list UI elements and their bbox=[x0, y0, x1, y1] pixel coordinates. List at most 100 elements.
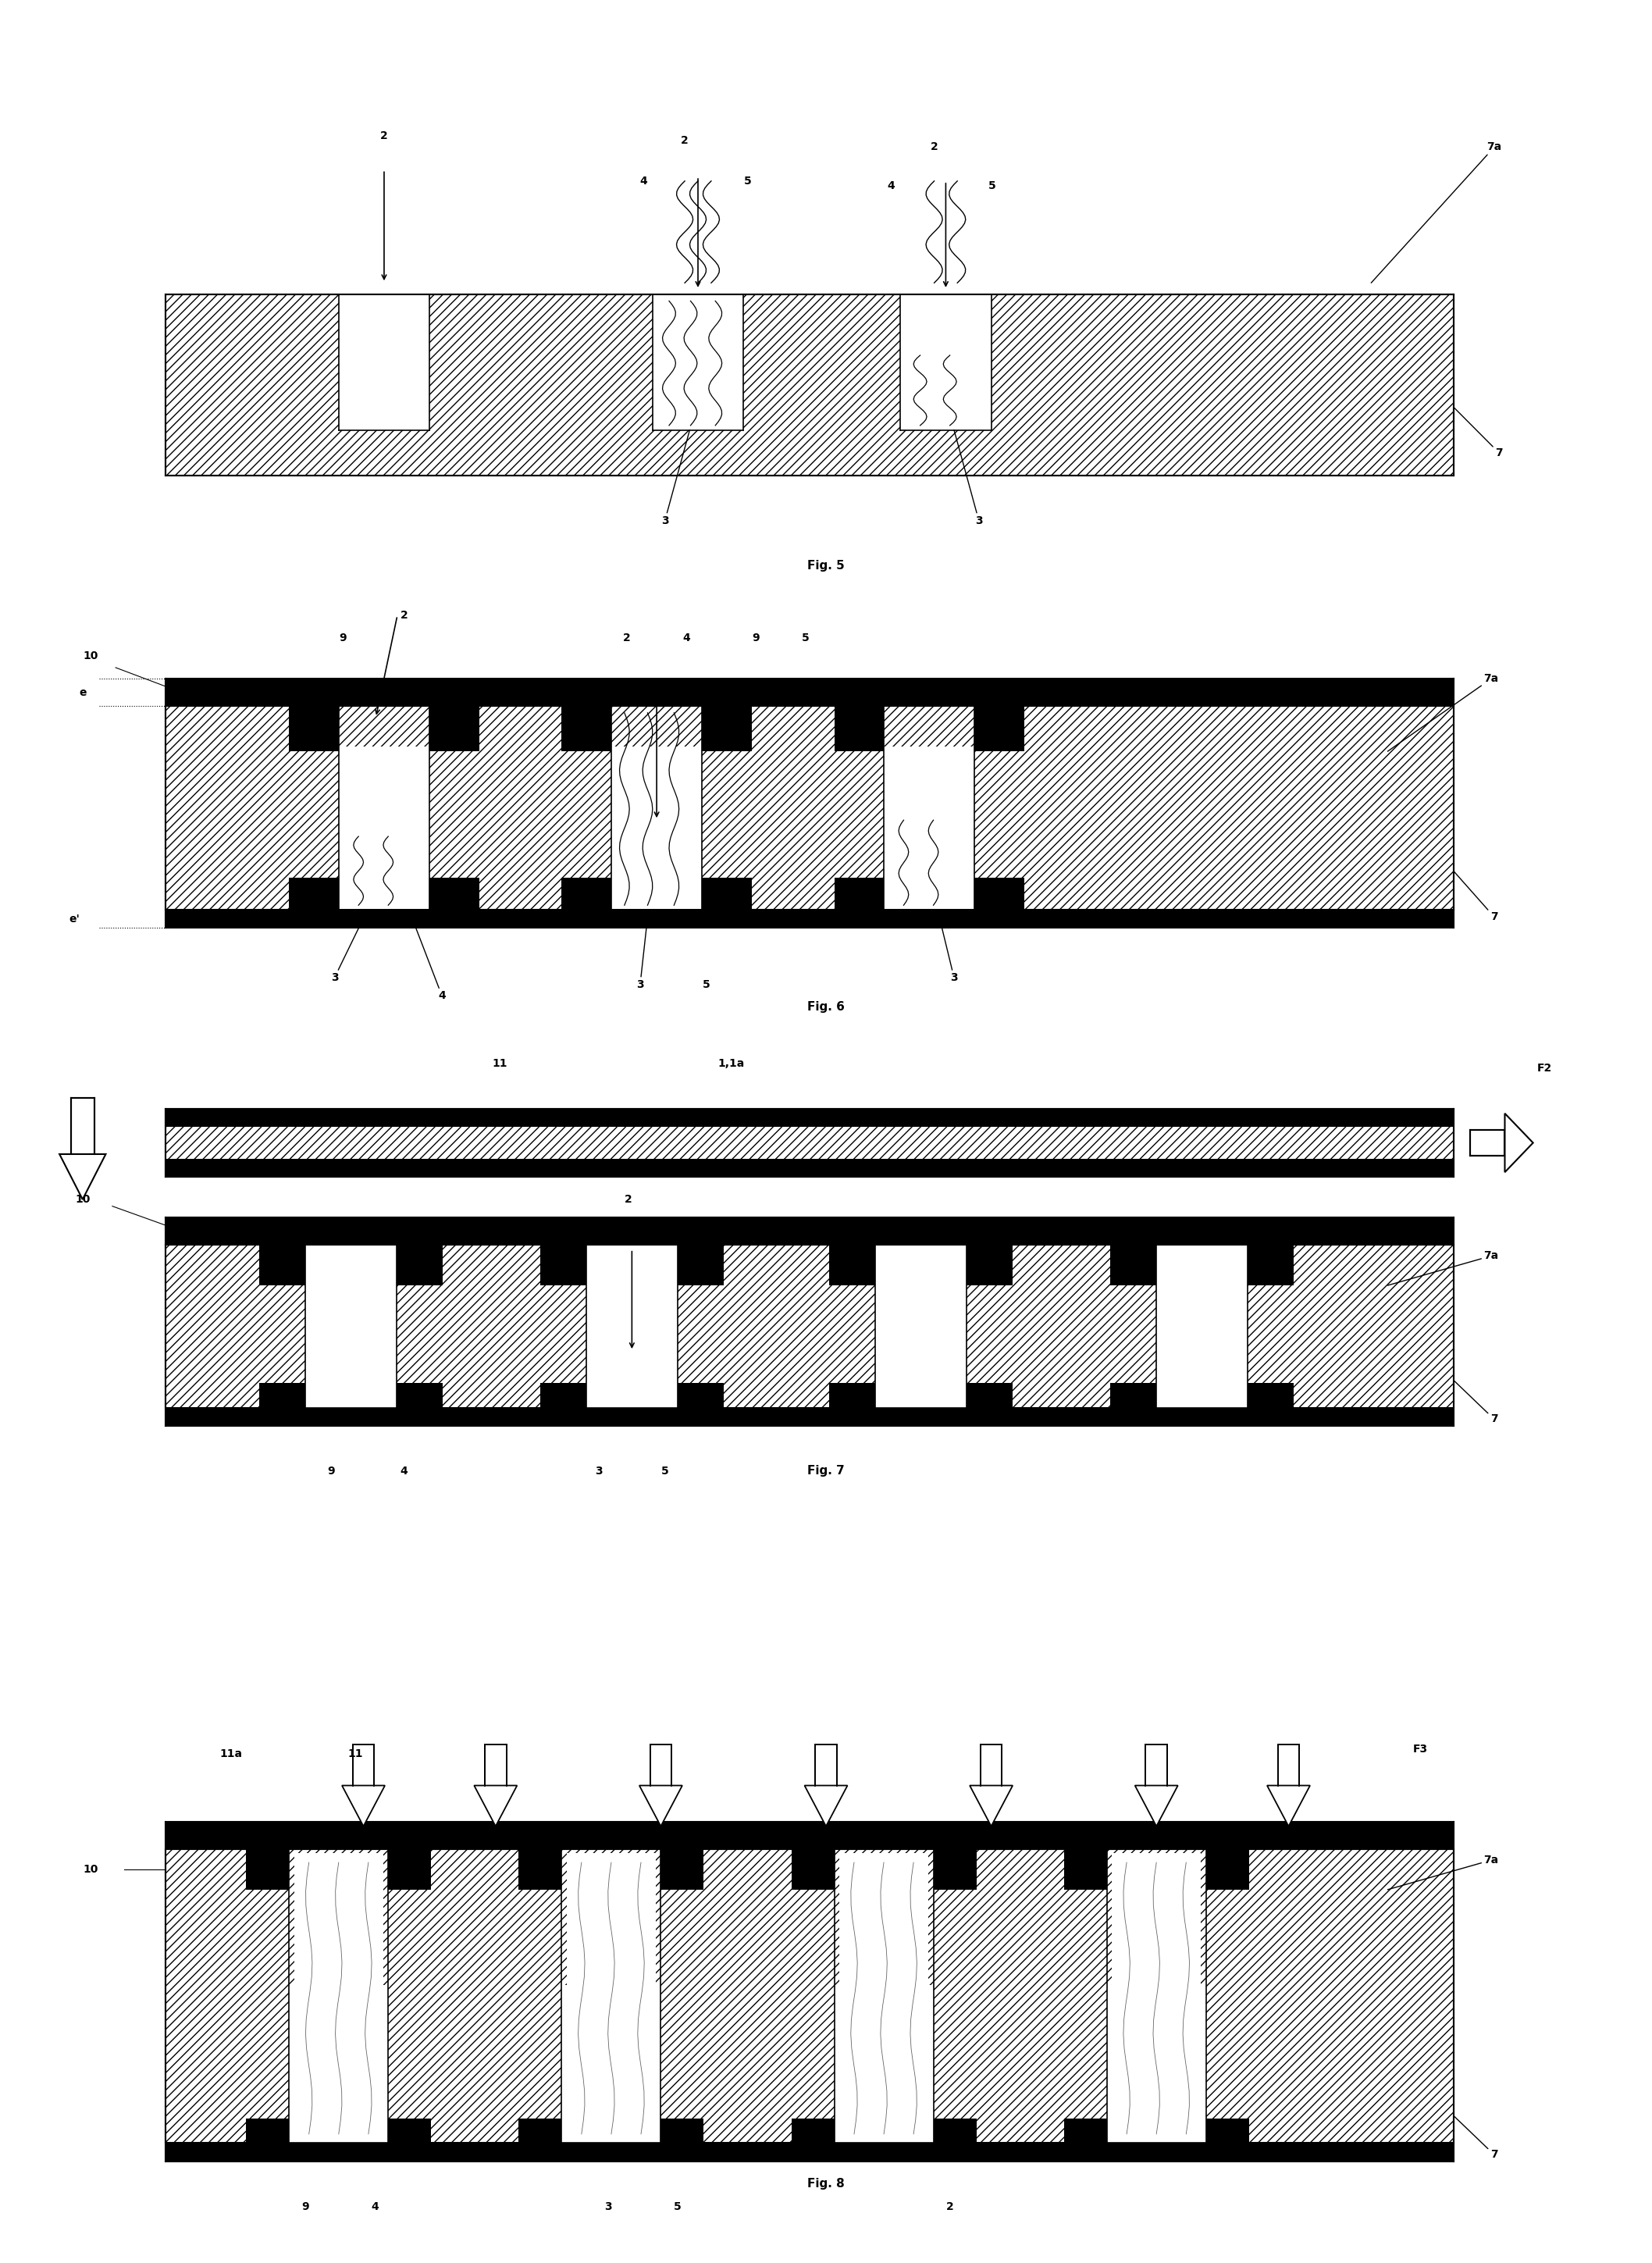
Bar bbox=[1112, 1853, 1201, 2136]
Bar bbox=[165, 1159, 1454, 1177]
Text: 9: 9 bbox=[752, 634, 760, 643]
Bar bbox=[259, 1245, 306, 1285]
Bar bbox=[388, 1849, 431, 1890]
Polygon shape bbox=[639, 1786, 682, 1826]
Bar bbox=[246, 1849, 289, 1890]
Text: 5: 5 bbox=[743, 177, 752, 186]
Text: F2: F2 bbox=[1536, 1064, 1553, 1073]
Text: e: e bbox=[79, 688, 86, 697]
Bar bbox=[1064, 2118, 1107, 2143]
Bar bbox=[791, 2118, 834, 2143]
Bar bbox=[519, 2118, 562, 2143]
Bar bbox=[165, 1217, 1454, 1245]
Bar bbox=[306, 1245, 396, 1408]
Bar bbox=[1146, 1745, 1166, 1786]
Polygon shape bbox=[970, 1786, 1013, 1826]
Bar bbox=[834, 1985, 933, 2143]
Text: Fig. 8: Fig. 8 bbox=[808, 2177, 844, 2191]
Text: 5: 5 bbox=[988, 181, 996, 190]
Text: Fig. 7: Fig. 7 bbox=[808, 1464, 844, 1478]
Bar bbox=[430, 706, 479, 751]
Text: 4: 4 bbox=[372, 2202, 378, 2211]
Bar bbox=[1110, 1383, 1156, 1408]
Bar bbox=[677, 1245, 724, 1285]
Bar bbox=[876, 1245, 966, 1408]
Text: 11: 11 bbox=[347, 1749, 363, 1758]
Bar bbox=[1247, 1383, 1294, 1408]
Bar bbox=[339, 747, 430, 910]
Text: 11: 11 bbox=[492, 1059, 507, 1068]
Text: 2: 2 bbox=[681, 136, 689, 145]
Bar bbox=[653, 294, 743, 430]
Text: 9: 9 bbox=[302, 2202, 309, 2211]
Text: 7: 7 bbox=[1454, 871, 1498, 921]
Text: 2: 2 bbox=[623, 634, 631, 643]
Text: 5: 5 bbox=[674, 2202, 681, 2211]
Text: 5: 5 bbox=[801, 634, 809, 643]
Text: 3: 3 bbox=[636, 910, 649, 989]
Bar bbox=[165, 1245, 1454, 1408]
Bar bbox=[933, 2118, 976, 2143]
Text: 7: 7 bbox=[1454, 407, 1503, 457]
Text: 2: 2 bbox=[624, 1195, 633, 1204]
Text: e': e' bbox=[69, 914, 79, 923]
Bar bbox=[246, 2118, 289, 2143]
Text: 3: 3 bbox=[955, 430, 983, 525]
Bar bbox=[816, 1745, 836, 1786]
Bar bbox=[519, 1849, 562, 1890]
Bar bbox=[611, 747, 702, 910]
Text: 7: 7 bbox=[1454, 1380, 1498, 1423]
Bar bbox=[165, 1408, 1454, 1426]
Bar bbox=[1247, 1245, 1294, 1285]
Bar bbox=[562, 1985, 661, 2143]
Bar bbox=[829, 1245, 876, 1285]
Text: Fig. 5: Fig. 5 bbox=[808, 559, 844, 573]
Bar bbox=[289, 1985, 388, 2143]
Polygon shape bbox=[59, 1154, 106, 1199]
Text: 4: 4 bbox=[410, 910, 446, 1000]
Bar bbox=[486, 1745, 506, 1786]
Text: 10: 10 bbox=[74, 1195, 91, 1204]
Bar bbox=[165, 1822, 1454, 1849]
Bar bbox=[540, 1383, 586, 1408]
Text: 3: 3 bbox=[661, 430, 691, 525]
Bar bbox=[165, 679, 1454, 706]
Bar bbox=[900, 294, 991, 430]
Bar bbox=[165, 294, 1454, 475]
Bar bbox=[829, 1383, 876, 1408]
Text: 4: 4 bbox=[400, 1466, 408, 1475]
Bar bbox=[651, 1745, 672, 1786]
Polygon shape bbox=[805, 1786, 847, 1826]
Bar bbox=[396, 1245, 443, 1285]
Bar bbox=[1064, 1849, 1107, 1890]
Bar bbox=[933, 1849, 976, 1890]
Text: 3: 3 bbox=[605, 2202, 611, 2211]
Bar bbox=[71, 1098, 94, 1154]
Bar bbox=[1107, 1985, 1206, 2143]
Bar bbox=[661, 2118, 704, 2143]
Bar bbox=[562, 878, 611, 910]
Text: 5: 5 bbox=[661, 1466, 669, 1475]
Bar bbox=[259, 1383, 306, 1408]
Text: 4: 4 bbox=[682, 634, 691, 643]
Text: 4: 4 bbox=[639, 177, 648, 186]
Bar bbox=[165, 706, 1454, 910]
Bar bbox=[661, 1849, 704, 1890]
Bar bbox=[975, 878, 1024, 910]
Polygon shape bbox=[1505, 1113, 1533, 1172]
Bar bbox=[165, 1109, 1454, 1177]
Text: 5: 5 bbox=[702, 980, 710, 989]
Bar bbox=[981, 1745, 1001, 1786]
Polygon shape bbox=[1135, 1786, 1178, 1826]
Text: 1,1a: 1,1a bbox=[717, 1059, 745, 1068]
Text: F3: F3 bbox=[1412, 1745, 1429, 1754]
Bar bbox=[165, 910, 1454, 928]
Bar bbox=[540, 1245, 586, 1285]
Text: 10: 10 bbox=[83, 1865, 99, 1874]
Text: 7a: 7a bbox=[1388, 674, 1498, 751]
Bar bbox=[430, 878, 479, 910]
Polygon shape bbox=[474, 1786, 517, 1826]
Bar bbox=[702, 706, 752, 751]
Text: 2: 2 bbox=[400, 611, 408, 620]
Bar bbox=[975, 706, 1024, 751]
